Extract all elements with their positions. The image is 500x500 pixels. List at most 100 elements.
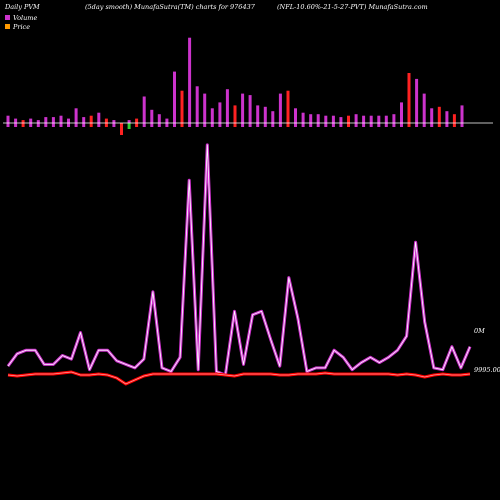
volume-bar	[301, 112, 305, 123]
volume-bar-tick	[263, 123, 267, 127]
volume-bar	[150, 109, 154, 123]
volume-bar	[430, 108, 434, 123]
volume-bar	[263, 106, 267, 123]
volume-bar-tick	[97, 123, 101, 127]
volume-bar	[51, 117, 55, 123]
volume-bar-tick	[437, 123, 441, 127]
volume-bar-tick	[195, 123, 199, 127]
volume-line	[6, 143, 472, 377]
volume-bar-tick	[278, 123, 282, 127]
volume-bar	[142, 96, 146, 123]
legend-item-volume: Volume	[5, 13, 37, 22]
volume-bar	[104, 118, 108, 123]
volume-bar	[233, 105, 237, 123]
volume-bar-tick	[36, 123, 40, 127]
volume-bar	[324, 115, 328, 123]
volume-bar	[180, 90, 184, 123]
lines-group	[6, 143, 472, 386]
volume-bar	[210, 108, 214, 123]
volume-bar	[195, 86, 199, 124]
volume-bar	[248, 95, 252, 123]
volume-bar-tick	[14, 123, 18, 127]
volume-bar	[157, 114, 161, 123]
volume-bar-tick	[407, 123, 411, 127]
volume-bar-tick	[67, 123, 70, 127]
volume-bar	[21, 120, 25, 123]
volume-bar	[415, 78, 419, 123]
volume-bar-tick	[157, 123, 161, 127]
volume-bar	[437, 106, 441, 123]
volume-bar-tick	[248, 123, 252, 127]
volume-bar-tick	[89, 123, 93, 127]
volume-bar-tick	[256, 123, 260, 127]
volume-line-highlight	[7, 144, 471, 376]
legend-label-volume: Volume	[13, 13, 38, 22]
volume-bar-tick	[324, 123, 328, 127]
volume-bar	[112, 120, 116, 123]
volume-bar-tick	[286, 123, 290, 127]
legend-swatch-price	[5, 24, 10, 29]
volume-bar-tick	[392, 123, 396, 127]
volume-bar-tick	[21, 123, 25, 127]
volume-bar-tick	[104, 123, 108, 127]
volume-bar-tick	[452, 123, 456, 127]
volume-bar-tick	[347, 123, 350, 127]
volume-bar-tick	[369, 123, 373, 127]
legend-item-price: Price	[5, 22, 37, 31]
header-left: Daily PVM	[5, 3, 40, 11]
volume-bar-tick	[59, 123, 63, 127]
volume-bar-tick	[82, 123, 86, 127]
volume-bar	[89, 115, 93, 123]
volume-bar	[384, 115, 388, 123]
volume-bar-tick	[422, 123, 426, 127]
volume-bar-tick	[135, 123, 139, 127]
volume-bar-tick	[127, 123, 131, 129]
volume-bar-tick	[354, 123, 358, 127]
volume-bar-tick	[225, 123, 229, 127]
volume-bar	[377, 115, 381, 123]
volume-bar	[392, 114, 396, 123]
volume-bar	[278, 93, 282, 123]
volume-bar	[400, 102, 403, 123]
volume-bar	[165, 118, 169, 123]
volume-bar	[74, 108, 78, 123]
volume-bar-tick	[271, 123, 275, 127]
volume-bar-tick	[309, 123, 313, 127]
volume-bar	[347, 115, 350, 123]
volume-bar	[369, 115, 373, 123]
volume-bar	[354, 114, 358, 123]
volume-bar	[362, 115, 366, 123]
volume-bar-tick	[112, 123, 116, 127]
volume-bar	[97, 112, 101, 123]
volume-bar-tick	[120, 123, 123, 135]
volume-bar	[407, 73, 411, 123]
volume-bar-tick	[430, 123, 434, 127]
volume-bar	[422, 93, 426, 123]
volume-bar-tick	[188, 123, 192, 127]
volume-bar	[67, 118, 70, 123]
volume-bar	[59, 115, 63, 123]
volume-bar	[127, 120, 131, 123]
price-line-highlight	[7, 371, 471, 385]
volume-bar	[44, 117, 48, 123]
volume-bar	[309, 114, 313, 123]
chart-legend: Volume Price	[5, 13, 37, 31]
volume-bar-tick	[142, 123, 146, 127]
volume-bar	[316, 114, 320, 123]
volume-bar-tick	[44, 123, 48, 127]
volume-axis-label: 0M	[474, 327, 485, 335]
volume-bar	[218, 102, 222, 123]
volume-bar-tick	[218, 123, 222, 127]
header-right: (NFL-10.60%-21-5-27-PVT) MunafaSutra.com	[277, 3, 428, 11]
volume-bar	[36, 120, 40, 123]
volume-bar-tick	[316, 123, 320, 127]
volume-bar-tick	[150, 123, 154, 127]
volume-bar	[241, 93, 245, 123]
volume-bar	[82, 117, 86, 123]
volume-bar	[460, 105, 464, 123]
volume-bar-tick	[460, 123, 464, 127]
volume-bar-tick	[331, 123, 335, 127]
volume-bar	[445, 111, 449, 123]
volume-bar-tick	[6, 123, 10, 127]
volume-bar-tick	[445, 123, 449, 127]
